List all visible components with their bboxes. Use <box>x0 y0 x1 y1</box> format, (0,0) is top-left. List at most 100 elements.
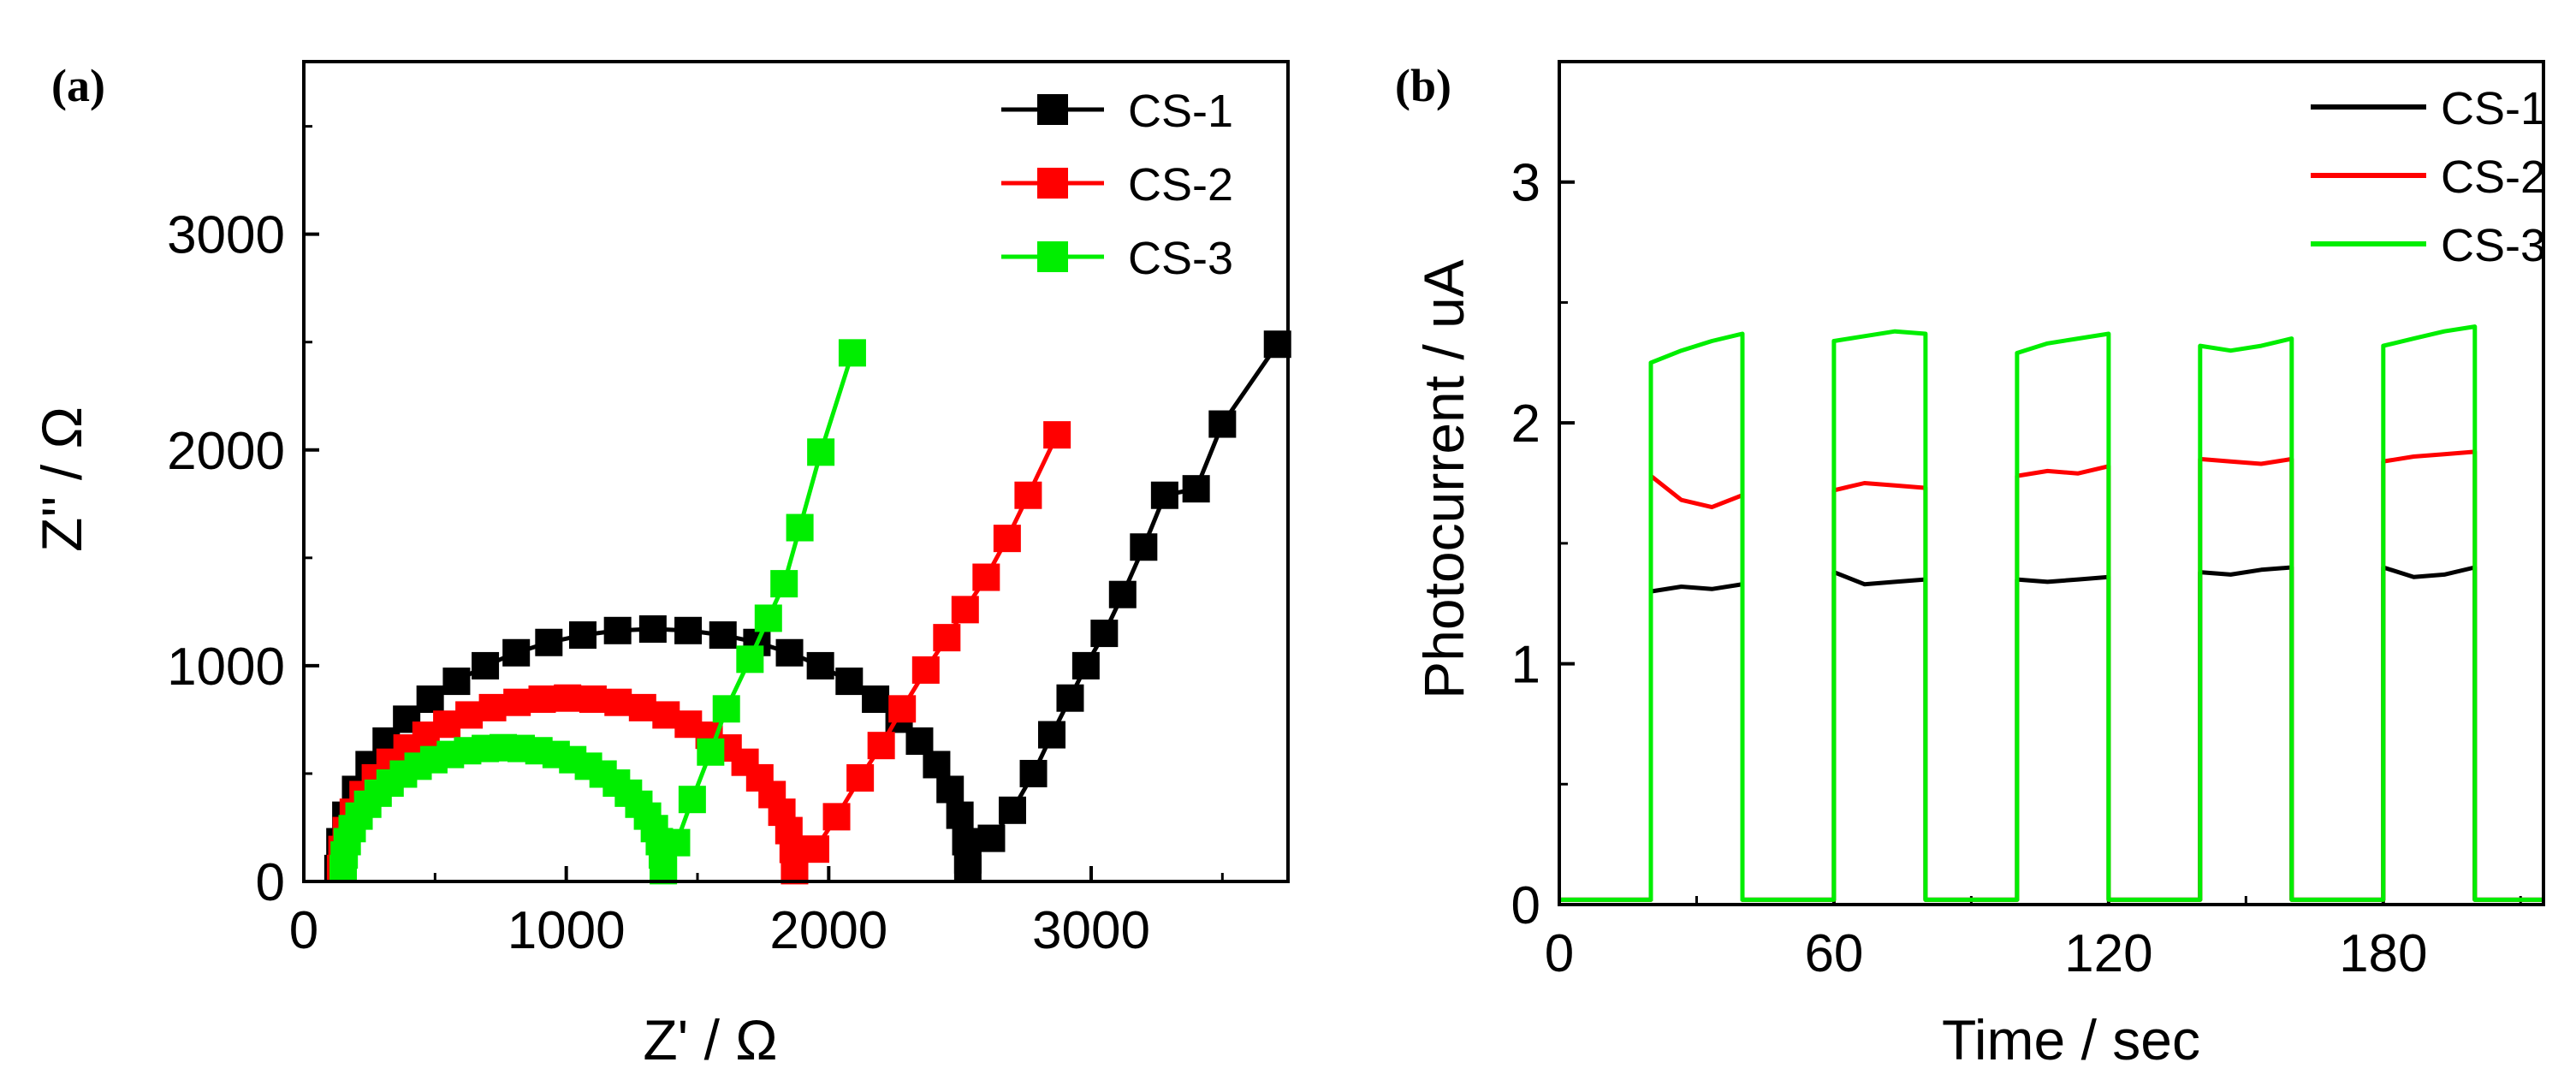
series-cs3 <box>329 339 866 885</box>
series-cs3-marker <box>770 570 798 598</box>
panel-b-xtick-label: 0 <box>1545 924 1574 983</box>
series-cs1-line <box>335 342 1279 869</box>
series-cs3-marker <box>736 645 764 674</box>
series-cs1-marker <box>568 621 597 650</box>
series-cs1-marker <box>1130 533 1158 561</box>
series-cs1-marker <box>442 668 471 696</box>
legend-a-cs1-label: CS-1 <box>1128 86 1233 137</box>
panel-a-ylabel: Z'' / Ω <box>30 407 93 552</box>
series-cs1-marker <box>535 628 563 656</box>
panel-a-ytick-label: 1000 <box>167 638 285 697</box>
series-cs1-marker <box>603 616 632 644</box>
series-cs1-marker <box>1182 475 1210 503</box>
panel-b-xtick-label: 180 <box>2339 924 2427 983</box>
series-cs1-marker <box>999 796 1026 824</box>
series-cs1-marker <box>1038 721 1065 749</box>
series-cs2-marker <box>478 693 507 721</box>
series-cs1-marker <box>502 638 531 667</box>
series-cs1-marker <box>709 621 737 650</box>
panel-a-label: (a) <box>51 60 105 111</box>
series-cs2-marker <box>951 596 979 624</box>
series-cs2-marker <box>822 803 851 831</box>
panel-a-xtick-label: 2000 <box>769 901 887 960</box>
panel-a-ytick-label: 2000 <box>167 422 285 481</box>
panel-b-ytick-label: 1 <box>1511 636 1540 695</box>
panel-b-xtick-label: 60 <box>1804 924 1863 983</box>
panel-b-ytick-label: 3 <box>1511 154 1540 213</box>
series-cs1-marker <box>1108 580 1137 608</box>
series-cs2-marker <box>846 763 875 792</box>
series-cs3-marker <box>678 786 706 814</box>
series-cs3-marker <box>786 513 814 542</box>
series-cs1-marker <box>946 801 974 829</box>
series-cs3-marker <box>807 438 835 466</box>
panel-b-frame <box>1558 60 2545 906</box>
series-cs2-marker <box>802 835 829 863</box>
panel-a-xlabel: Z' / Ω <box>643 1008 777 1071</box>
series-cs2-marker <box>579 685 607 713</box>
series-cs2-marker <box>628 693 656 721</box>
series-cs1-marker <box>953 846 982 874</box>
series-cs1-marker <box>806 651 834 679</box>
series-cs1-marker <box>1208 410 1237 438</box>
series-cs2-marker <box>993 525 1021 553</box>
series-cs2-marker <box>554 684 582 712</box>
panel-b-label: (b) <box>1395 60 1451 111</box>
series-cs2-marker <box>503 688 531 716</box>
series-cs2-marker <box>604 688 632 716</box>
panel-a-ytick-label: 3000 <box>167 206 285 265</box>
series-cs1-marker <box>638 615 667 644</box>
legend-a-cs3-marker <box>1037 241 1068 272</box>
legend-a-cs3-label: CS-3 <box>1128 233 1233 284</box>
panel-b-ytick-label: 0 <box>1511 876 1540 935</box>
panel-a-xtick-label: 0 <box>289 901 318 960</box>
series-cs1-marker <box>1019 759 1048 787</box>
series-cs1-marker <box>835 668 864 696</box>
panel-b-ytick-label: 2 <box>1511 395 1540 454</box>
series-cs2-photocurrent-line <box>1559 449 2543 902</box>
series-cs3-marker <box>838 339 866 367</box>
series-cs1-marker <box>923 751 951 779</box>
panel-b-ylabel: Photocurrent / uA <box>1412 259 1475 699</box>
series-cs2-marker <box>1043 421 1071 449</box>
panel-a-ytick-label: 0 <box>256 853 285 912</box>
series-cs1-photocurrent-line <box>1559 565 2543 902</box>
series-cs2-marker <box>911 656 940 684</box>
series-cs2-marker <box>933 624 961 652</box>
legend-a-cs1-marker <box>1037 94 1068 125</box>
series-cs1-marker <box>905 727 934 755</box>
legend-b-cs3-label: CS-3 <box>2441 220 2546 271</box>
panel-a-xtick-label: 3000 <box>1032 901 1150 960</box>
series-cs3-marker <box>697 738 725 766</box>
legend-a-cs2-marker <box>1037 168 1068 199</box>
series-cs1-marker <box>1090 620 1119 648</box>
series-cs1-marker <box>1056 684 1084 712</box>
panel-a-impedance-plot: (a) Z'' / Ω Z' / Ω 0 1000 2000 3000 0 1000 200… <box>30 60 1291 1071</box>
series-cs1-marker <box>416 685 444 713</box>
series-cs2-marker <box>455 701 484 729</box>
series-cs1-marker <box>1150 481 1178 509</box>
panel-b-photocurrent-plot: (b) Photocurrent / uA Time / sec 0 60 120 1… <box>1395 60 2546 1071</box>
series-cs1-marker <box>862 685 890 713</box>
series-cs2-marker <box>1014 481 1042 509</box>
series-cs2-marker <box>528 685 556 713</box>
legend-a-cs2-label: CS-2 <box>1128 159 1233 211</box>
legend-b-cs2-label: CS-2 <box>2441 151 2546 203</box>
series-cs1-marker <box>1071 651 1100 679</box>
series-cs1-marker <box>936 775 965 804</box>
legend-b-cs1-label: CS-1 <box>2441 83 2546 134</box>
series-cs1-marker <box>472 651 500 679</box>
panel-b-xlabel: Time / sec <box>1942 1008 2200 1071</box>
series-cs1 <box>323 330 1291 882</box>
series-cs3-marker <box>754 604 782 632</box>
series-cs2-marker <box>867 732 895 760</box>
panel-a-legend: CS-1 CS-2 CS-3 <box>1001 86 1233 284</box>
series-cs1-marker <box>977 824 1006 852</box>
series-cs3-marker <box>662 828 691 857</box>
panel-b-xtick-label: 120 <box>2064 924 2152 983</box>
series-cs3-photocurrent-line <box>1559 324 2543 902</box>
panel-a-frame <box>302 60 1290 883</box>
series-cs1-marker <box>674 616 703 644</box>
series-cs1-marker <box>775 638 804 667</box>
